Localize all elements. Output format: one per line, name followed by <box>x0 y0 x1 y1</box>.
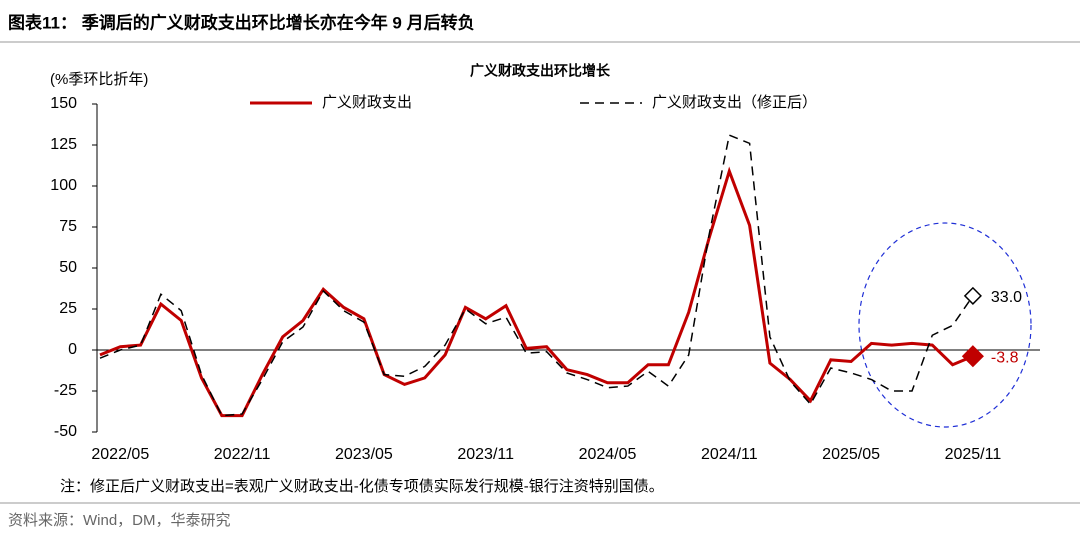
highlight-ellipse <box>858 222 1032 428</box>
source: 资料来源：Wind，DM，华泰研究 <box>8 512 231 529</box>
x-tick-label: 2022/11 <box>214 446 271 463</box>
x-tick-label: 2023/11 <box>457 446 514 463</box>
page-title: 图表11： 季调后的广义财政支出环比增长亦在今年 9 月后转负 <box>8 12 475 32</box>
end-marker <box>961 345 984 368</box>
x-tick-label: 2025/05 <box>822 446 880 463</box>
y-tick-label: -25 <box>54 382 77 399</box>
y-tick-label: 0 <box>68 341 77 358</box>
y-tick-label: -50 <box>54 423 77 440</box>
x-tick-label: 2024/11 <box>701 446 758 463</box>
y-tick-label: 125 <box>50 136 77 153</box>
y-axis-label: (%季环比折年) <box>50 71 148 88</box>
x-tick-label: 2022/05 <box>91 446 149 463</box>
series-line <box>99 166 974 418</box>
y-tick-label: 25 <box>59 300 77 317</box>
x-tick-label: 2024/05 <box>579 446 637 463</box>
y-tick-label: 75 <box>59 218 77 235</box>
data-label: 33.0 <box>991 289 1022 306</box>
legend-label: 广义财政支出 <box>322 94 412 111</box>
legend-label: 广义财政支出（修正后） <box>652 94 817 111</box>
chart-title: 广义财政支出环比增长 <box>470 63 611 79</box>
note: 注：修正后广义财政支出=表观广义财政支出-化债专项债实际发行规模-银行注资特别国… <box>60 478 664 495</box>
x-tick-label: 2023/05 <box>335 446 393 463</box>
series-line <box>99 134 974 417</box>
end-marker <box>963 286 982 305</box>
x-tick-label: 2025/11 <box>945 446 1002 463</box>
y-tick-label: 100 <box>50 177 77 194</box>
y-tick-label: 50 <box>59 259 77 276</box>
y-tick-label: 150 <box>50 95 77 112</box>
data-label: -3.8 <box>991 349 1019 366</box>
